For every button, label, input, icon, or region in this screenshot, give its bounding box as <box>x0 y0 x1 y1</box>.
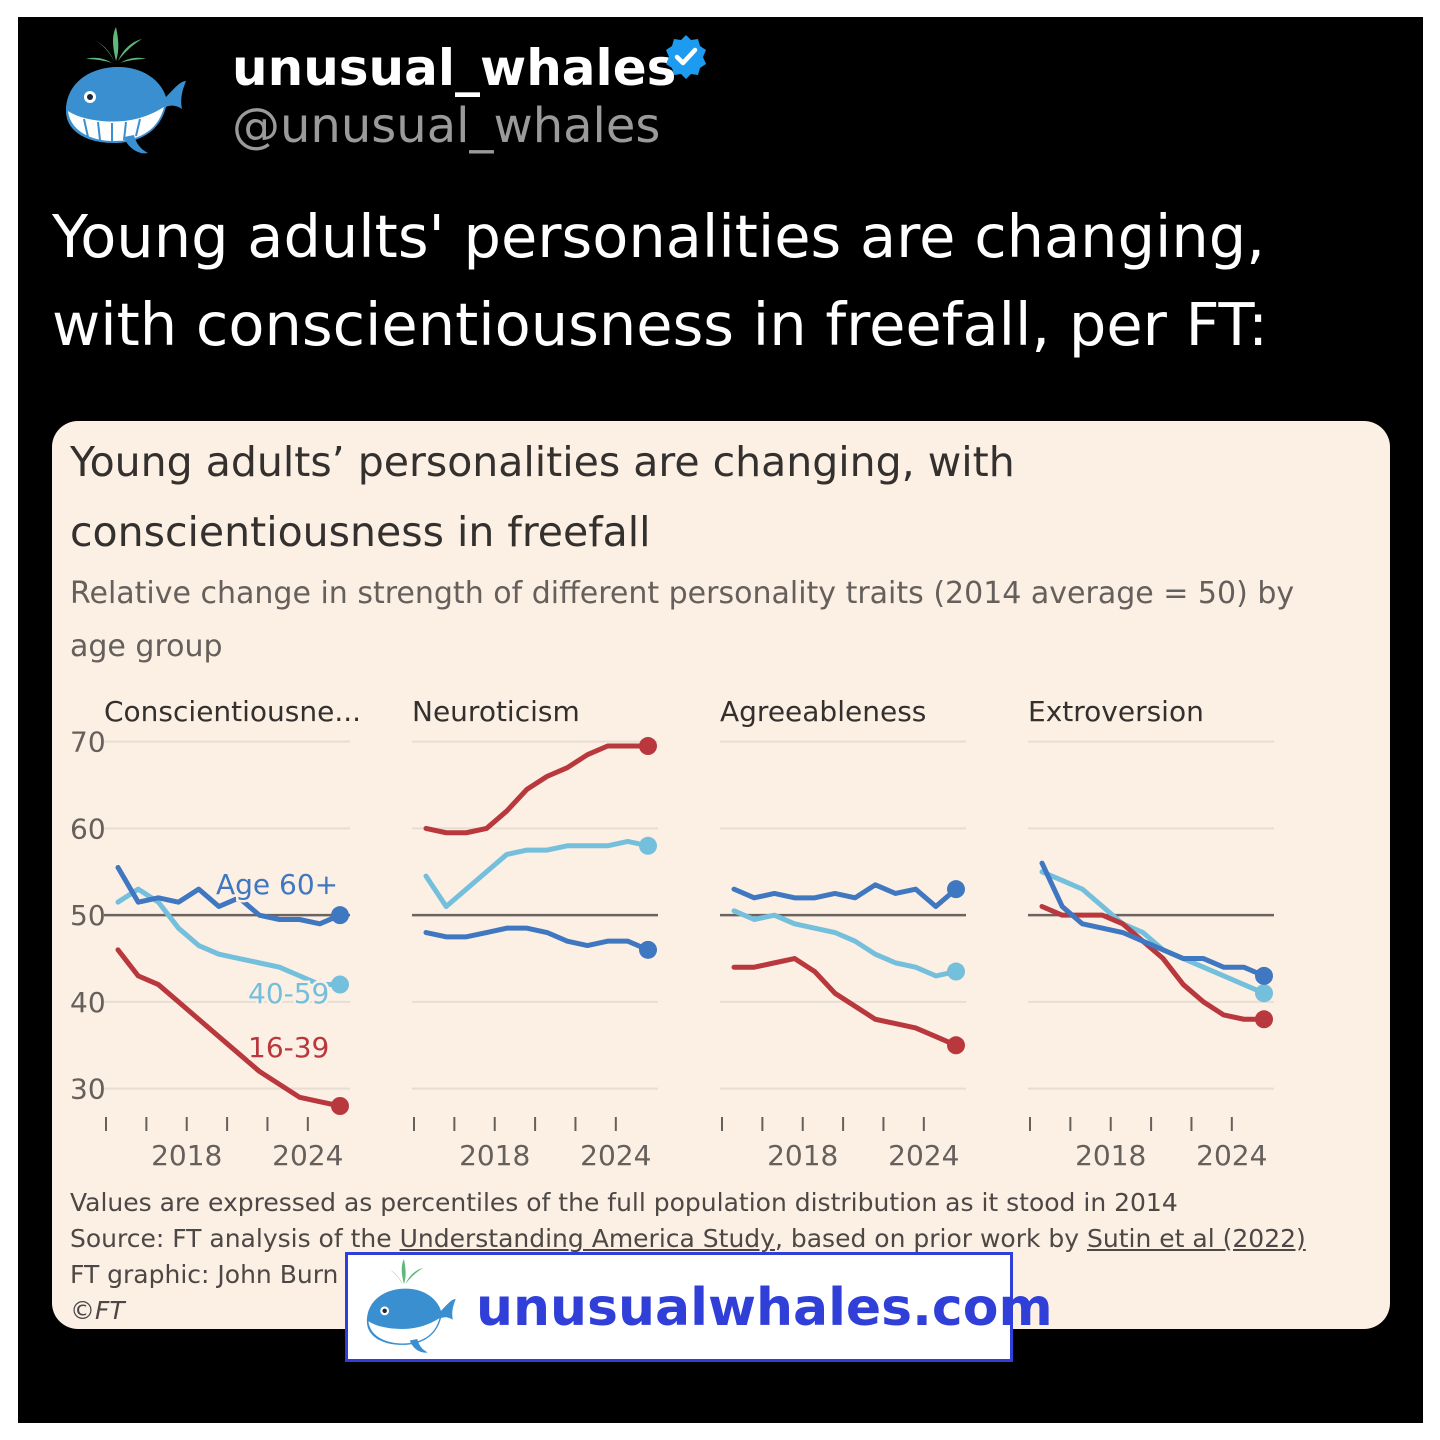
tweet-text: Young adults' personalities are changing… <box>52 202 1268 359</box>
series-end-point <box>639 940 657 959</box>
y-tick-label: 60 <box>70 812 106 845</box>
series-end-point <box>947 880 965 899</box>
series-line-Age 60+ <box>1039 860 1267 979</box>
chart-subtitle: Relative change in strength of different… <box>70 576 1295 664</box>
panel-title: Agreeableness <box>720 695 926 728</box>
series-end-point <box>1255 984 1273 1003</box>
series-line-16-39 <box>423 743 651 836</box>
source-middle: , based on prior work by <box>774 1224 1088 1253</box>
series-line-Age 60+ <box>423 925 651 953</box>
chart-panel-0: Conscientiousne... 30 40 50 60 70 2018 2024 16-3… <box>70 695 361 1172</box>
source-link-sutin[interactable]: Sutin et al (2022) <box>1087 1224 1306 1253</box>
series-end-point <box>331 906 349 925</box>
verified-badge-icon <box>666 35 706 79</box>
y-tick-label: 30 <box>70 1073 106 1106</box>
series-end-point <box>331 975 349 994</box>
y-tick-label: 70 <box>70 726 106 759</box>
series-line-16-39 <box>1039 903 1267 1022</box>
x-tick-label: 2018 <box>1075 1139 1146 1172</box>
series-end-point <box>1255 1010 1273 1029</box>
series-end-point <box>331 1097 349 1115</box>
whale-icon <box>66 27 186 154</box>
x-tick-label: 2018 <box>459 1139 530 1172</box>
x-tick-label: 2018 <box>767 1139 838 1172</box>
series-line-16-39 <box>115 947 343 1109</box>
series-end-point <box>947 1036 965 1055</box>
handle[interactable]: @unusual_whales <box>232 98 661 154</box>
series-label: 16-39 <box>248 1031 329 1064</box>
series-label: Age 60+ <box>216 868 338 901</box>
series-line-40-59 <box>1039 869 1267 996</box>
x-tick-label: 2024 <box>888 1139 959 1172</box>
series-line-40-59 <box>423 838 651 909</box>
series-label: 40-59 <box>248 977 329 1010</box>
panel-title: Neuroticism <box>412 695 580 728</box>
x-tick-label: 2024 <box>272 1139 343 1172</box>
chart-title: Young adults’ personalities are changing… <box>70 438 1015 556</box>
series-end-point <box>639 737 657 756</box>
watermark-banner: unusualwhales.com <box>345 1252 1053 1362</box>
graphic-credit: FT graphic: John Burn <box>70 1260 339 1289</box>
x-tick-label: 2018 <box>151 1139 222 1172</box>
chart-note: Values are expressed as percentiles of t… <box>70 1188 1178 1217</box>
panel-title: Conscientiousne... <box>104 695 361 728</box>
chart-card[interactable]: Young adults’ personalities are changing… <box>52 421 1390 1329</box>
avatar[interactable] <box>54 27 189 162</box>
watermark-text[interactable]: unusualwhales.com <box>476 1278 1053 1338</box>
series-line-Age 60+ <box>731 882 959 909</box>
display-name[interactable]: unusual_whales <box>232 39 677 97</box>
series-end-point <box>947 962 965 981</box>
x-tick-label: 2024 <box>580 1139 651 1172</box>
copyright: ©FT <box>70 1296 125 1325</box>
chart-panel-2: Agreeableness 2018 2024 <box>720 695 966 1172</box>
whale-icon <box>366 1259 456 1353</box>
panel-title: Extroversion <box>1028 695 1204 728</box>
series-end-point <box>639 836 657 855</box>
series-line-16-39 <box>731 956 959 1048</box>
chart-panel-3: Extroversion 2018 2024 <box>1028 695 1274 1172</box>
x-tick-label: 2024 <box>1196 1139 1267 1172</box>
series-line-Age 60+ <box>115 864 343 927</box>
source-prefix: Source: FT analysis of the <box>70 1224 400 1253</box>
y-tick-label: 50 <box>70 899 106 932</box>
series-end-point <box>1255 966 1273 985</box>
post: unusual_whales @unusual_whales Young adu… <box>18 17 1423 1423</box>
small-multiples-chart: Conscientiousne... 30 40 50 60 70 2018 2024 16-3… <box>70 695 1274 1172</box>
series-line-40-59 <box>731 908 959 979</box>
source-link-uas[interactable]: Understanding America Study <box>399 1224 775 1253</box>
chart-panel-1: Neuroticism 2018 2024 <box>412 695 658 1172</box>
y-tick-label: 40 <box>70 986 106 1019</box>
chart-source: Source: FT analysis of the Understanding… <box>70 1221 1306 1257</box>
